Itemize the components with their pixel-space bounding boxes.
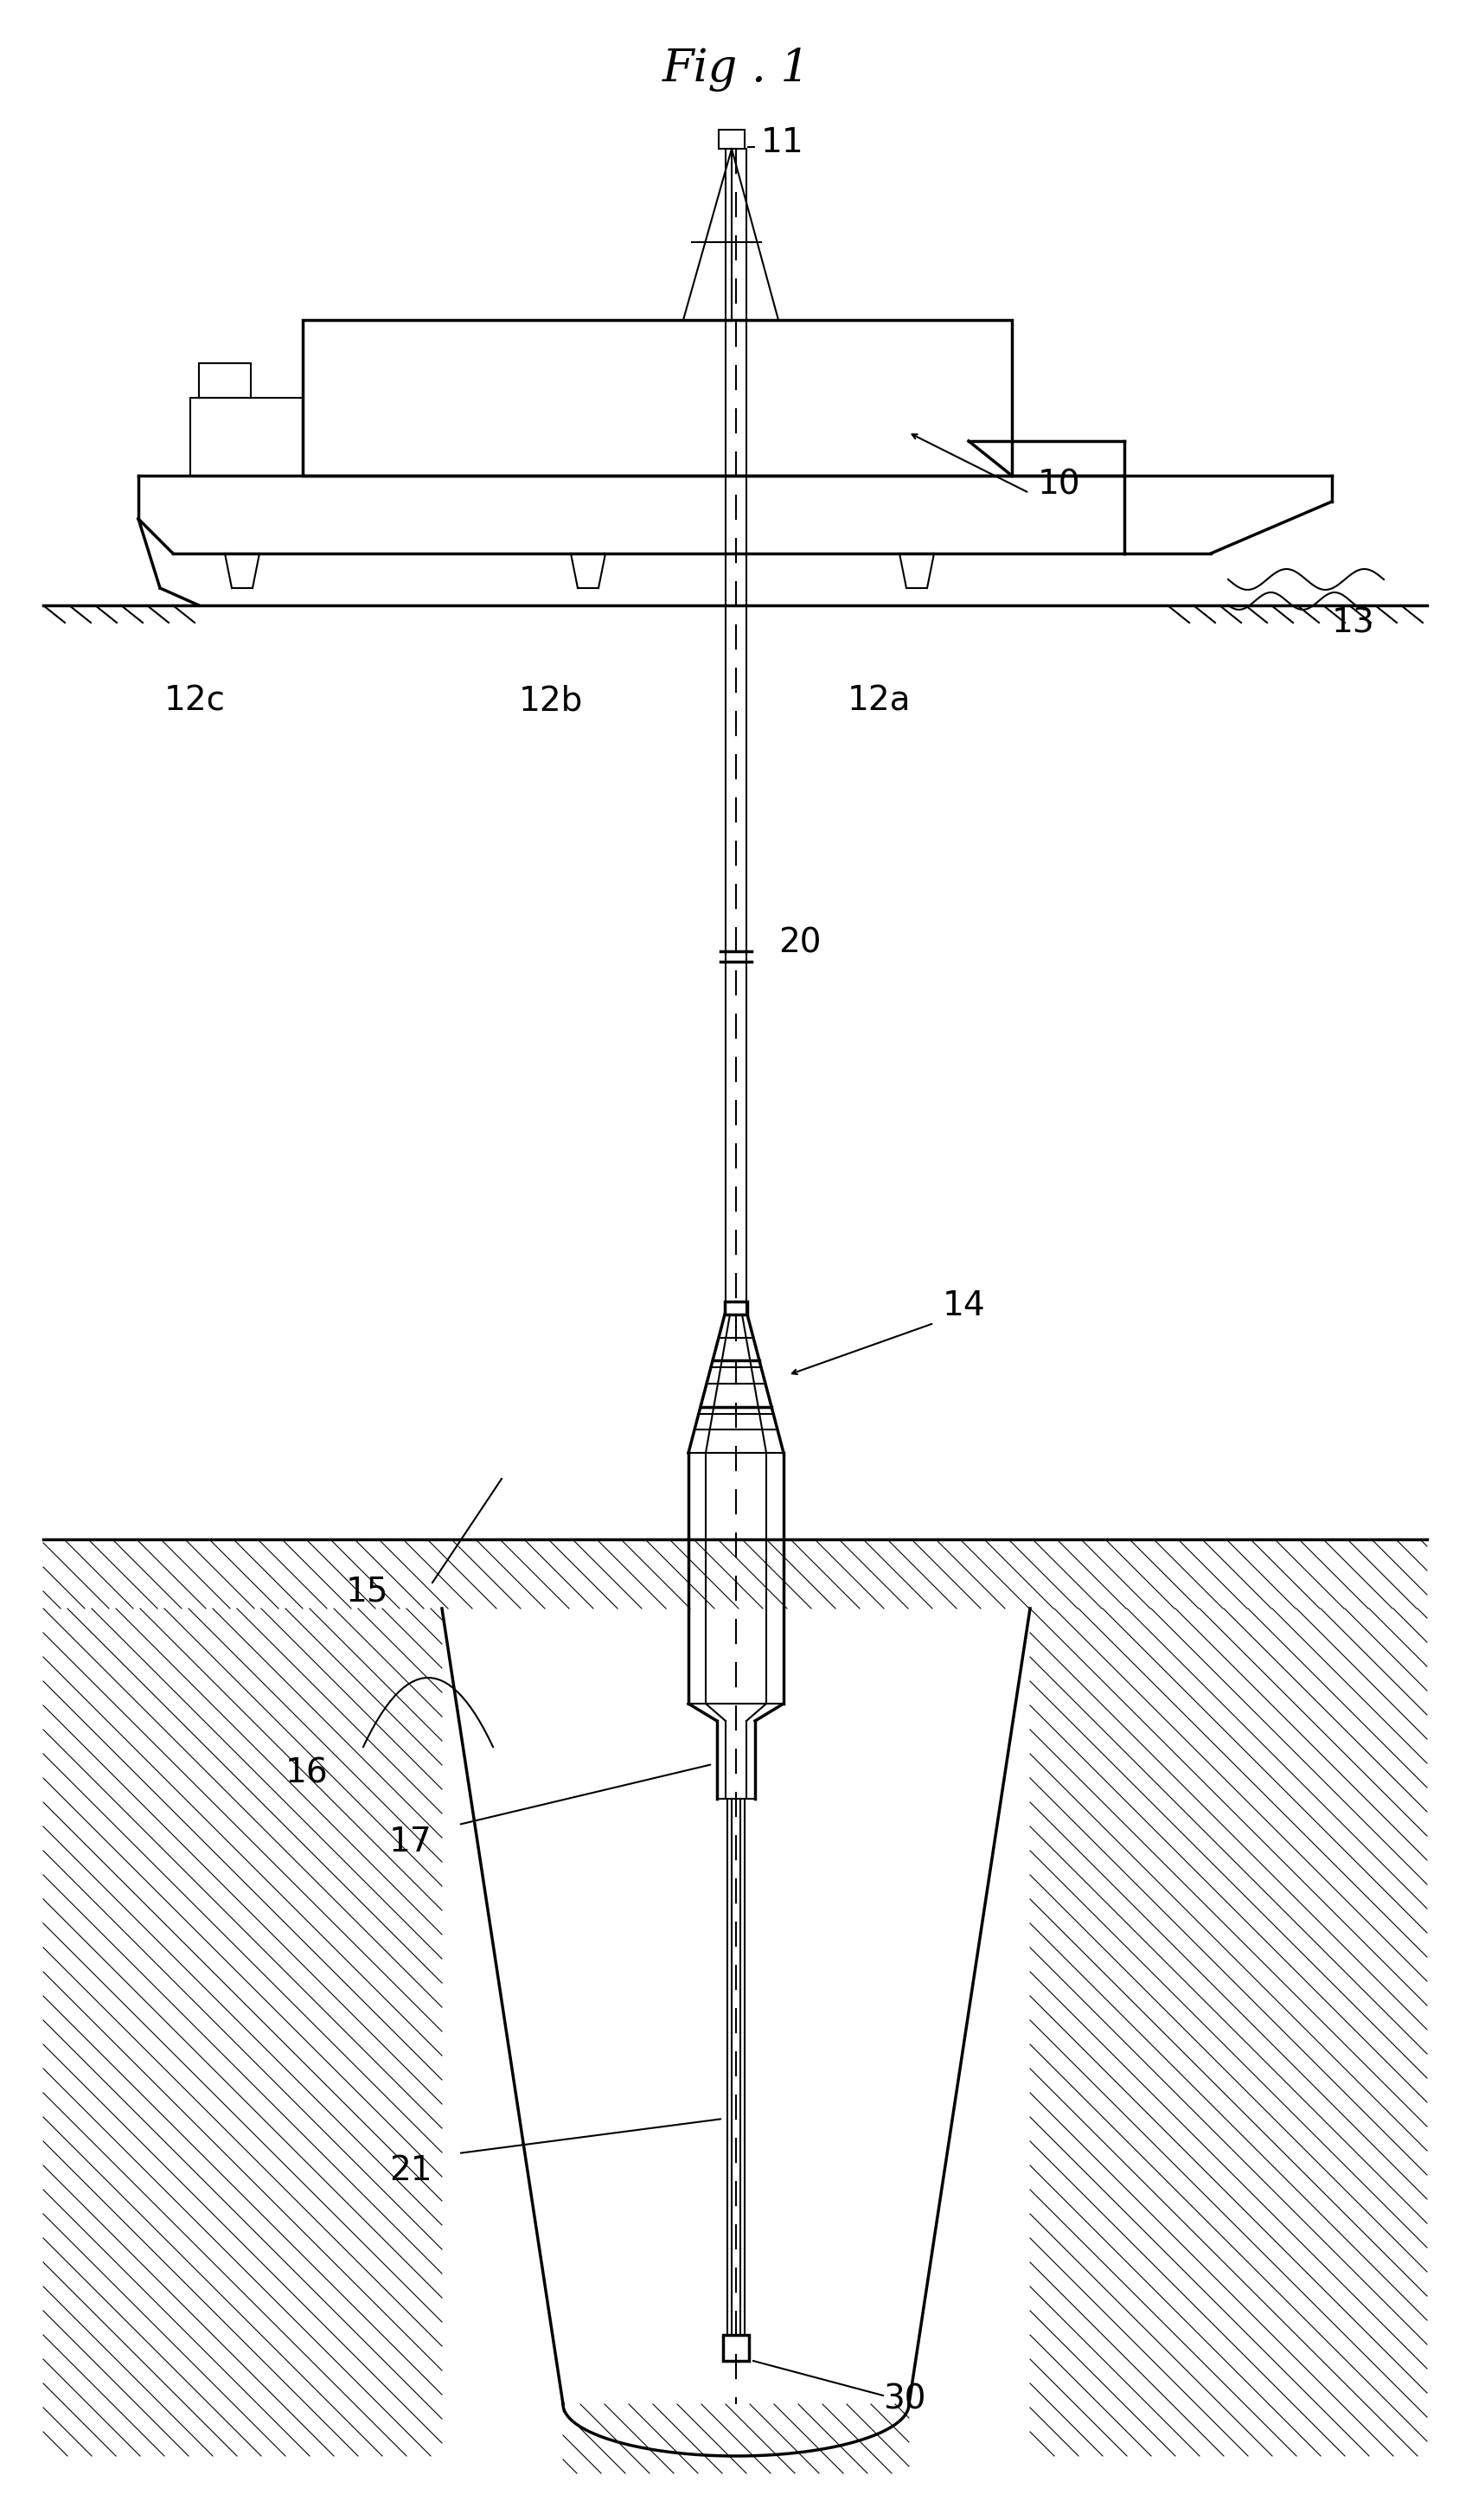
Text: 12c: 12c [165, 683, 225, 716]
Text: Fig . 1: Fig . 1 [662, 48, 810, 91]
Text: 20: 20 [779, 927, 821, 960]
Bar [718, 129, 745, 149]
Text: 10: 10 [1038, 469, 1080, 501]
Text: 13: 13 [1332, 607, 1375, 640]
Text: 15: 15 [346, 1575, 389, 1608]
Bar [190, 398, 303, 476]
Text: 21: 21 [389, 2155, 433, 2187]
Text: 17: 17 [389, 1824, 433, 1857]
Bar [199, 363, 250, 398]
Text: 12b: 12b [520, 683, 583, 716]
Text: 11: 11 [761, 126, 804, 159]
Bar [724, 1300, 748, 1315]
Text: 16: 16 [286, 1756, 328, 1789]
Text: 12a: 12a [848, 683, 911, 716]
Text: 14: 14 [942, 1290, 986, 1323]
Bar [303, 320, 1011, 476]
Bar [723, 2336, 749, 2361]
Text: 30: 30 [883, 2384, 926, 2417]
